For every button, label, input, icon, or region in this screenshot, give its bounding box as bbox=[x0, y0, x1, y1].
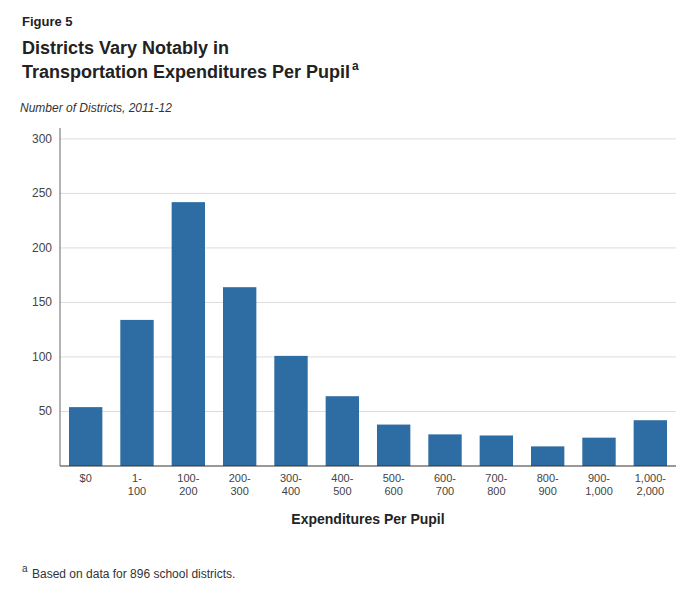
x-tick-label-line: 400 bbox=[282, 485, 300, 497]
x-tick-label: 1,000-2,000 bbox=[635, 472, 667, 497]
bar bbox=[274, 356, 307, 466]
bar bbox=[377, 425, 410, 466]
x-tick-label: 300-400 bbox=[280, 472, 302, 497]
x-tick-label: 800-900 bbox=[537, 472, 559, 497]
y-tick-label: 250 bbox=[32, 186, 52, 200]
y-axis-label: Number of Districts, 2011-12 bbox=[20, 101, 172, 115]
x-tick-label-line: 100 bbox=[128, 485, 146, 497]
x-tick-label-line: 1,000 bbox=[585, 485, 613, 497]
x-tick-label-line: 200 bbox=[179, 485, 197, 497]
x-tick-label-line: 800- bbox=[537, 472, 559, 484]
bar bbox=[326, 396, 359, 466]
grid-line bbox=[60, 247, 676, 248]
x-tick-label: 100-200 bbox=[177, 472, 199, 497]
x-axis-label: Expenditures Per Pupil bbox=[291, 511, 444, 527]
y-tick-label: 300 bbox=[32, 132, 52, 146]
bars bbox=[69, 202, 667, 466]
x-tick-label-line: 600 bbox=[384, 485, 402, 497]
bar bbox=[582, 438, 615, 466]
x-tick-label-line: 300- bbox=[280, 472, 302, 484]
x-tick-label: 900-1,000 bbox=[585, 472, 613, 497]
x-tick-label-line: 200- bbox=[229, 472, 251, 484]
x-tick-label: 500-600 bbox=[383, 472, 405, 497]
title-line: Districts Vary Notably in bbox=[22, 38, 229, 58]
x-axis-line bbox=[60, 466, 676, 467]
grid-line bbox=[60, 138, 676, 139]
x-tick-label-line: 500- bbox=[383, 472, 405, 484]
chart: Figure 5 Districts Vary Notably in Transpo… bbox=[0, 0, 698, 612]
x-tick-label-line: 900 bbox=[538, 485, 556, 497]
y-tick-label: 50 bbox=[39, 404, 53, 418]
x-tick-label-line: 300 bbox=[230, 485, 248, 497]
title: Districts Vary Notably in Transportation … bbox=[22, 38, 350, 82]
figure-label: Figure 5 bbox=[22, 14, 73, 29]
x-tick-label: $0 bbox=[80, 472, 92, 484]
grid-line bbox=[60, 302, 676, 303]
bar bbox=[634, 420, 667, 466]
x-tick-label: 200-300 bbox=[229, 472, 251, 497]
x-tick-label-line: 1,000- bbox=[635, 472, 667, 484]
x-tick-label-line: 1- bbox=[132, 472, 142, 484]
title-superscript: a bbox=[352, 59, 359, 73]
x-tick-label: 700-800 bbox=[485, 472, 507, 497]
bar bbox=[120, 320, 153, 466]
x-tick-label: 600-700 bbox=[434, 472, 456, 497]
y-tick-label: 150 bbox=[32, 295, 52, 309]
x-tick-label: 1-100 bbox=[128, 472, 146, 497]
x-tick-label-line: 600- bbox=[434, 472, 456, 484]
y-axis-line bbox=[60, 128, 61, 466]
x-tick-label-line: 500 bbox=[333, 485, 351, 497]
x-tick-label-line: 100- bbox=[177, 472, 199, 484]
bar bbox=[172, 202, 205, 466]
x-tick-label-line: 400- bbox=[331, 472, 353, 484]
bar bbox=[428, 434, 461, 466]
x-tick-label-line: $0 bbox=[80, 472, 92, 484]
x-tick-label-line: 700 bbox=[436, 485, 454, 497]
bar bbox=[223, 287, 256, 466]
footnote-marker: a bbox=[22, 563, 28, 574]
y-tick-label: 200 bbox=[32, 241, 52, 255]
x-tick-label: 400-500 bbox=[331, 472, 353, 497]
y-tick-label: 100 bbox=[32, 350, 52, 364]
x-tick-label-line: 2,000 bbox=[637, 485, 665, 497]
bar bbox=[531, 446, 564, 466]
title-line: Transportation Expenditures Per Pupil bbox=[22, 62, 350, 82]
footnote: Based on data for 896 school districts. bbox=[32, 567, 235, 581]
x-tick-label-line: 800 bbox=[487, 485, 505, 497]
bar bbox=[69, 407, 102, 466]
grid-line bbox=[60, 193, 676, 194]
x-tick-label-line: 700- bbox=[485, 472, 507, 484]
x-tick-label-line: 900- bbox=[588, 472, 610, 484]
bar bbox=[480, 435, 513, 466]
